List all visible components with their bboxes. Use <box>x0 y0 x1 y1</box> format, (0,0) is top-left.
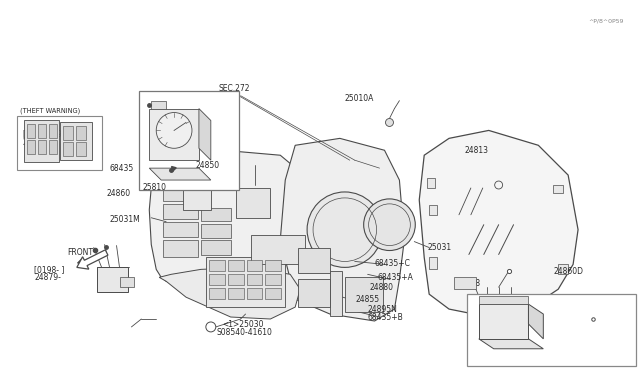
Bar <box>266 288 282 299</box>
Bar <box>266 274 282 285</box>
Bar <box>330 271 342 316</box>
Text: 24860D: 24860D <box>553 267 583 276</box>
Text: [0198- ]: [0198- ] <box>34 265 65 274</box>
Polygon shape <box>280 138 404 321</box>
Bar <box>429 257 437 269</box>
Bar <box>38 125 46 138</box>
Text: 25038: 25038 <box>457 279 481 288</box>
Bar <box>38 140 46 154</box>
Circle shape <box>307 192 383 267</box>
Bar <box>17 116 102 170</box>
Polygon shape <box>529 304 543 339</box>
Bar <box>163 204 198 219</box>
Bar <box>28 125 35 138</box>
Bar <box>163 240 198 257</box>
FancyArrow shape <box>77 250 108 269</box>
Polygon shape <box>419 131 578 317</box>
Text: 25010A: 25010A <box>345 94 374 103</box>
Bar <box>201 240 230 256</box>
Bar <box>149 109 199 160</box>
Text: 68435+C: 68435+C <box>374 259 410 268</box>
Bar <box>429 205 437 215</box>
Bar <box>246 260 262 271</box>
Bar <box>63 126 73 140</box>
Bar <box>201 208 230 221</box>
Bar <box>228 274 244 285</box>
Text: 24895N: 24895N <box>367 305 397 314</box>
Bar <box>228 288 244 299</box>
Text: FRONT: FRONT <box>67 248 93 257</box>
Bar <box>266 260 282 271</box>
Circle shape <box>206 322 216 332</box>
Polygon shape <box>199 109 211 160</box>
Text: 24855: 24855 <box>356 295 380 304</box>
Polygon shape <box>149 145 320 304</box>
Text: 24880: 24880 <box>370 283 394 292</box>
Text: 25031: 25031 <box>427 243 451 252</box>
Text: <1>25030: <1>25030 <box>223 320 264 330</box>
Text: 25030D: 25030D <box>564 324 595 333</box>
Bar <box>163 188 198 201</box>
Bar <box>60 122 92 160</box>
Bar <box>120 277 134 287</box>
Text: SEC.272: SEC.272 <box>219 84 250 93</box>
Bar <box>250 235 305 264</box>
Bar <box>49 125 57 138</box>
Text: (THEFT WARNING): (THEFT WARNING) <box>20 107 81 114</box>
Bar <box>201 224 230 238</box>
Text: 24860: 24860 <box>107 189 131 198</box>
Text: S: S <box>209 324 212 330</box>
Text: S08540-41610: S08540-41610 <box>217 328 273 337</box>
Bar <box>427 178 435 188</box>
Bar <box>63 142 73 156</box>
Bar <box>236 188 270 218</box>
Text: ^P/8^0P59: ^P/8^0P59 <box>588 19 623 24</box>
Bar <box>298 279 330 307</box>
Bar <box>454 277 476 289</box>
Text: 24813: 24813 <box>465 146 489 155</box>
Bar <box>246 274 262 285</box>
Bar <box>28 140 35 154</box>
Bar <box>76 126 86 140</box>
Bar <box>209 260 225 271</box>
Bar <box>163 222 198 237</box>
Circle shape <box>385 119 394 126</box>
Text: 25021N: 25021N <box>22 138 52 147</box>
Polygon shape <box>149 168 211 180</box>
Circle shape <box>364 199 415 250</box>
Bar <box>246 288 262 299</box>
Bar <box>228 260 244 271</box>
Circle shape <box>156 113 192 148</box>
Text: 68435: 68435 <box>109 164 134 173</box>
Text: 25031M: 25031M <box>109 215 140 224</box>
Text: 68435+A: 68435+A <box>378 273 413 282</box>
Bar <box>479 304 529 339</box>
Bar <box>183 188 211 210</box>
Text: 68435+B: 68435+B <box>367 312 403 321</box>
Bar <box>209 274 225 285</box>
Bar <box>49 140 57 154</box>
Bar <box>479 296 529 304</box>
Text: 25810: 25810 <box>142 183 166 192</box>
Bar <box>206 257 285 307</box>
Text: 24850: 24850 <box>196 161 220 170</box>
Text: 24879-: 24879- <box>34 273 61 282</box>
Bar <box>553 185 563 193</box>
Bar <box>558 264 568 274</box>
Bar <box>209 288 225 299</box>
Bar <box>76 142 86 156</box>
Bar <box>345 277 383 312</box>
Polygon shape <box>159 267 300 319</box>
Text: [0796-0799]: [0796-0799] <box>22 129 70 138</box>
Polygon shape <box>479 339 543 349</box>
Bar <box>24 121 59 162</box>
Bar <box>467 294 636 366</box>
Bar <box>97 267 129 292</box>
Bar <box>298 247 330 273</box>
Bar <box>140 91 239 190</box>
Text: BUZZER: BUZZER <box>474 354 518 364</box>
Bar <box>151 101 166 109</box>
